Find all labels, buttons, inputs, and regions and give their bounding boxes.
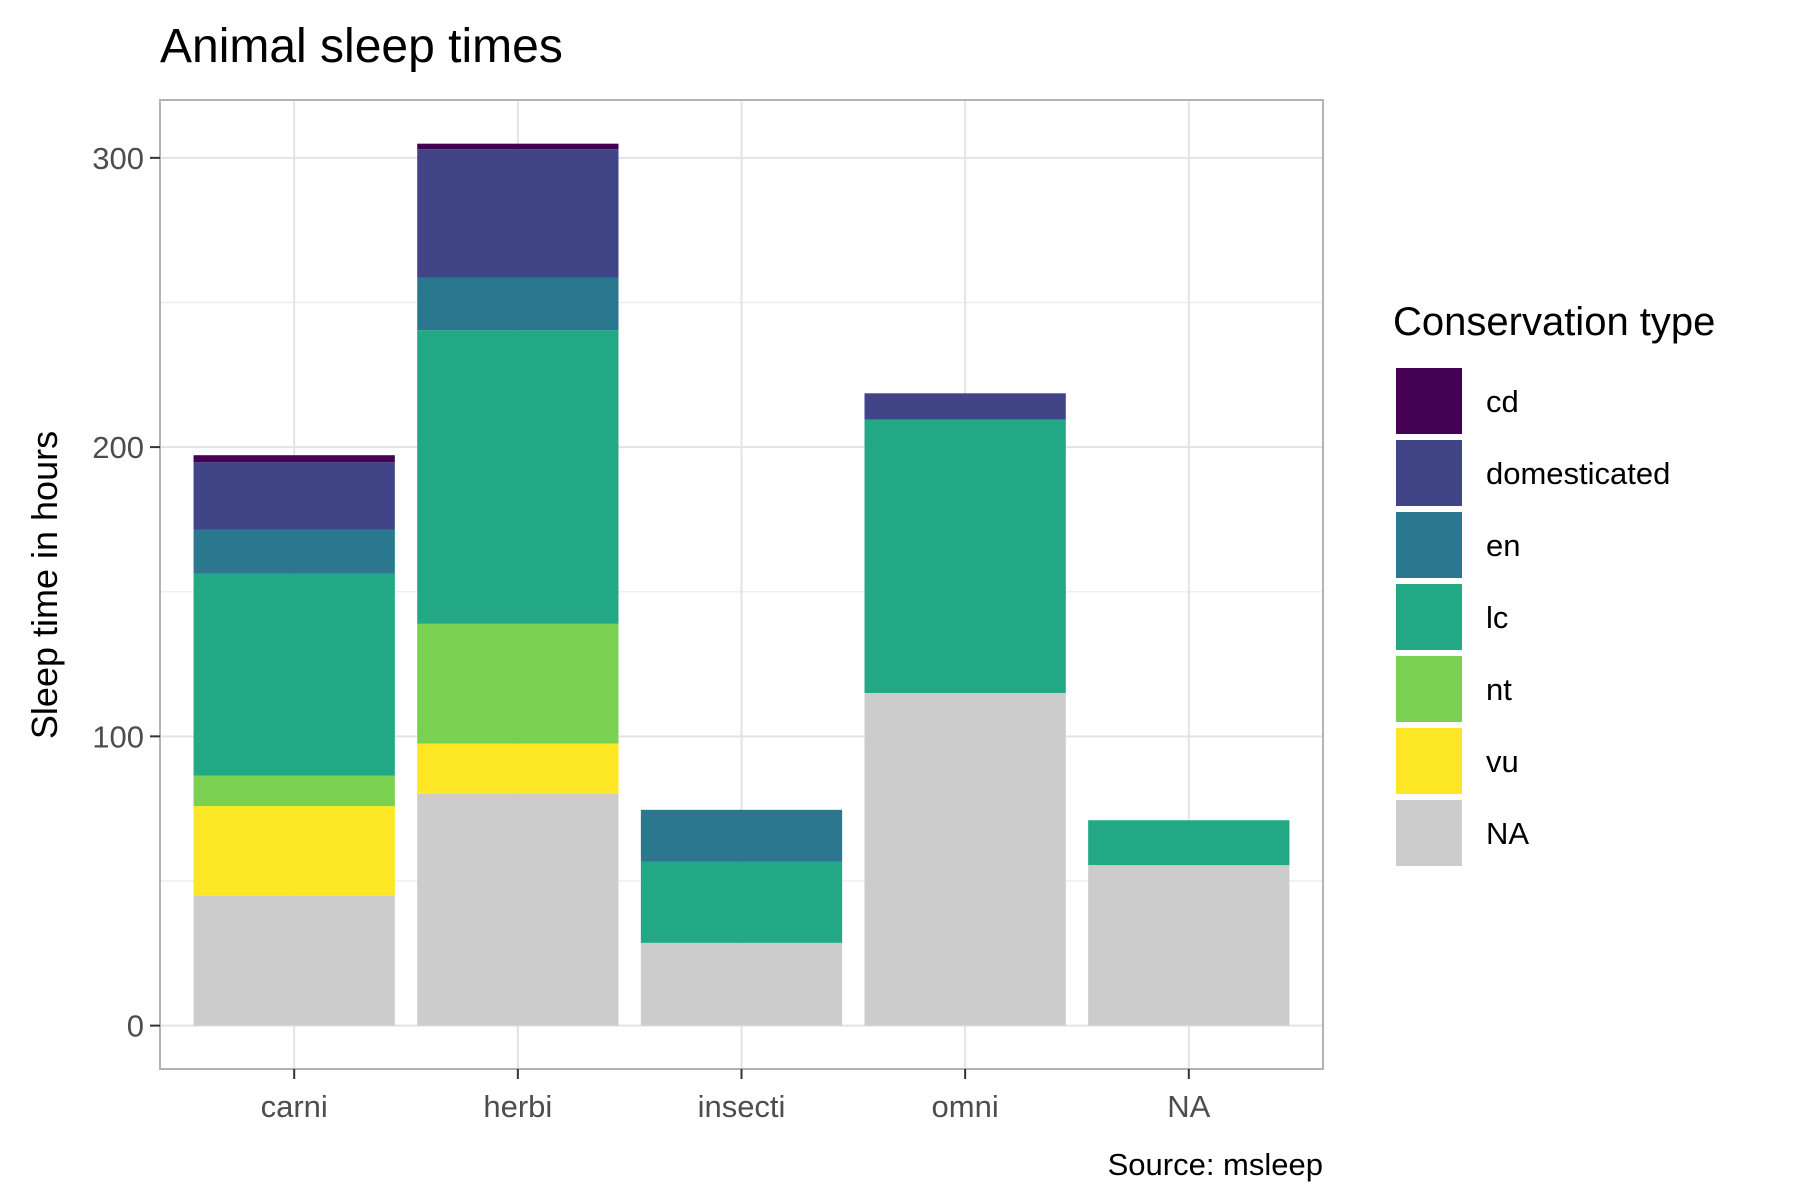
legend-key xyxy=(1396,728,1462,794)
bar-segment xyxy=(1088,820,1290,866)
bar-segment xyxy=(193,529,395,574)
bar-segment xyxy=(193,806,395,896)
x-tick-label: herbi xyxy=(483,1089,552,1124)
x-tick-label: carni xyxy=(261,1089,328,1124)
legend-key xyxy=(1396,584,1462,650)
bar-segment xyxy=(193,775,395,807)
legend-label: cd xyxy=(1486,384,1519,419)
bar-segment xyxy=(640,861,843,943)
bar-segment xyxy=(640,942,843,1026)
bar-segment xyxy=(864,419,1066,693)
legend-label: en xyxy=(1486,528,1520,563)
y-tick-label: 100 xyxy=(92,719,144,754)
bar-segment xyxy=(640,809,843,862)
bar-segment xyxy=(417,149,619,278)
x-tick-label: insecti xyxy=(698,1089,786,1124)
y-axis-label: Sleep time in hours xyxy=(24,431,65,739)
legend-label: lc xyxy=(1486,600,1508,635)
legend-label: vu xyxy=(1486,744,1519,779)
legend-key xyxy=(1396,656,1462,722)
bar-segment xyxy=(864,692,1066,1026)
x-tick-label: omni xyxy=(932,1089,999,1124)
legend-key xyxy=(1396,800,1462,866)
x-tick-label: NA xyxy=(1167,1089,1210,1124)
legend-key xyxy=(1396,440,1462,506)
bar-segment xyxy=(417,330,619,624)
bar-segment xyxy=(417,793,619,1026)
chart-caption: Source: msleep xyxy=(1108,1147,1323,1182)
bars xyxy=(193,143,1290,1026)
chart-title: Animal sleep times xyxy=(160,20,563,73)
bar-segment xyxy=(193,573,395,776)
bar-segment xyxy=(193,462,395,530)
bar-segment xyxy=(1088,865,1290,1026)
legend-label: nt xyxy=(1486,672,1512,707)
bar-segment xyxy=(417,143,619,150)
x-axis: carni herbi insecti omni NA xyxy=(261,1069,1211,1124)
legend-label: NA xyxy=(1486,816,1529,851)
y-tick-label: 200 xyxy=(92,430,144,465)
bar-segment xyxy=(193,455,395,463)
legend-label: domesticated xyxy=(1486,456,1670,491)
legend-key xyxy=(1396,512,1462,578)
legend-title: Conservation type xyxy=(1393,300,1715,344)
bar-segment xyxy=(864,393,1066,420)
bar-segment xyxy=(417,743,619,794)
y-tick-label: 300 xyxy=(92,141,144,176)
bar-segment xyxy=(417,277,619,331)
y-tick-label: 0 xyxy=(127,1009,144,1044)
bar-segment xyxy=(417,623,619,744)
bar-segment xyxy=(193,895,395,1026)
legend-key xyxy=(1396,368,1462,434)
legend: Conservation type cd domesticated en lc nt vu… xyxy=(1393,300,1715,866)
y-axis: 0 100 200 300 xyxy=(92,141,160,1044)
